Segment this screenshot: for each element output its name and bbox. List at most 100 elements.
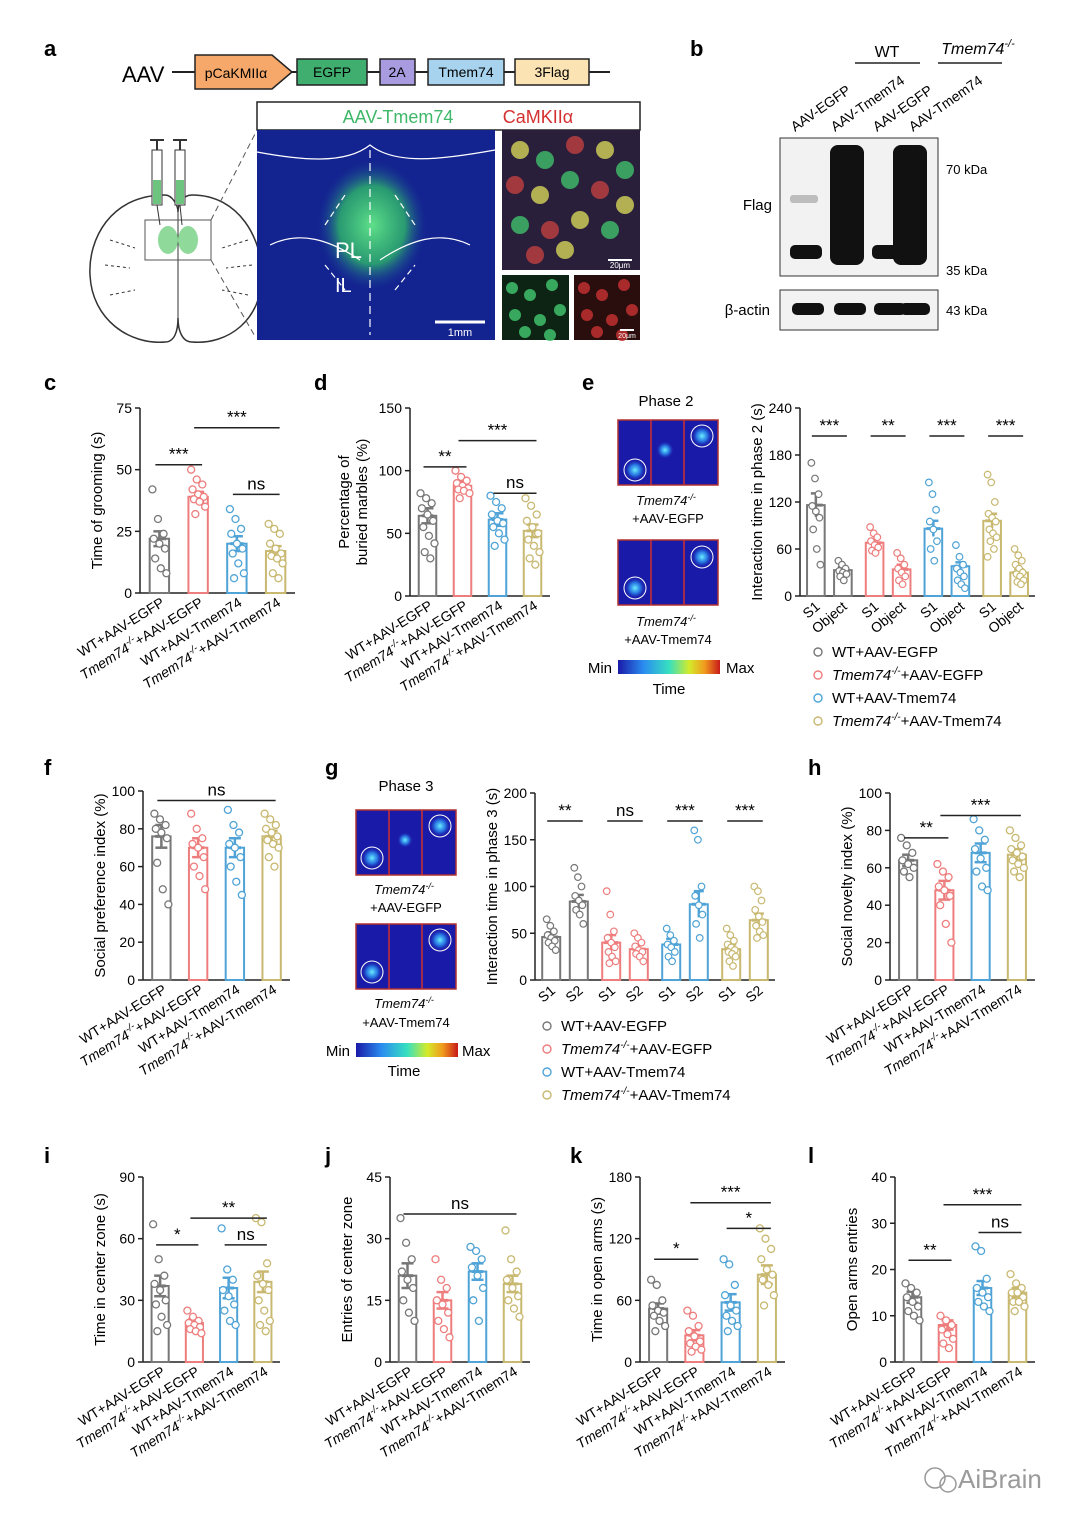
significance-label: *** <box>721 1183 741 1202</box>
data-point <box>815 513 824 522</box>
data-point <box>183 1306 192 1315</box>
data-point <box>730 1280 739 1290</box>
data-point <box>1005 826 1015 835</box>
data-point <box>149 534 158 543</box>
data-point <box>814 490 823 499</box>
data-point <box>1008 856 1017 865</box>
data-point <box>156 564 165 573</box>
data-point <box>893 549 902 557</box>
data-point <box>197 1329 206 1338</box>
data-point <box>236 853 245 862</box>
data-point <box>160 544 170 553</box>
y-tick-label: 30 <box>871 1215 887 1231</box>
y-tick-label: 150 <box>379 400 403 416</box>
data-point <box>909 1311 919 1320</box>
construct-tmem74 <box>427 58 505 86</box>
heatmap-phase2-caption-tmem: Tmem74-/- <box>636 613 696 629</box>
data-point <box>232 877 241 886</box>
data-point <box>610 943 619 952</box>
data-point <box>224 1292 233 1301</box>
data-point <box>719 1255 728 1264</box>
data-point <box>690 826 699 835</box>
data-point <box>690 1332 699 1341</box>
data-point <box>906 1283 916 1293</box>
data-point <box>443 1308 453 1317</box>
data-point <box>192 824 201 833</box>
data-point <box>896 833 906 843</box>
heatmap-phase3-caption-egfp: Tmem74-/- <box>374 881 434 897</box>
data-point <box>904 1306 913 1316</box>
data-point <box>465 489 474 498</box>
data-point <box>936 1311 945 1320</box>
y-tick-label: 180 <box>769 447 793 463</box>
data-point <box>901 572 910 581</box>
legend-marker <box>542 1021 552 1031</box>
data-point <box>986 537 995 546</box>
data-point <box>153 1327 162 1336</box>
data-point <box>694 835 702 844</box>
data-point <box>725 1260 734 1269</box>
heatmap-phase3-scale <box>356 1043 458 1057</box>
data-point <box>768 1270 777 1279</box>
data-point <box>408 1283 418 1293</box>
y-tick-label: 60 <box>616 1292 632 1308</box>
data-point <box>913 1302 923 1311</box>
panel-letter-a: a <box>44 36 57 61</box>
western-blot: WT Tmem74-/- AAV-EGFP AAV-Tmem74 AAV-EGF… <box>725 38 1015 331</box>
data-point <box>816 560 825 569</box>
y-tick-label: 60 <box>866 860 882 876</box>
y-tick-label: 50 <box>511 925 527 941</box>
legend-entry: Tmem74-/-+AAV-EGFP <box>832 666 983 684</box>
significance-label: ns <box>451 1194 469 1213</box>
data-point <box>445 1333 454 1342</box>
data-point <box>1006 1269 1015 1279</box>
data-point <box>972 1283 982 1293</box>
data-point <box>695 934 704 942</box>
merge-cell <box>601 221 619 239</box>
y-tick-label: 90 <box>119 1169 135 1185</box>
y-tick-label: 240 <box>769 400 793 416</box>
watermark: AiBrain <box>924 1464 1042 1494</box>
y-tick-label: 20 <box>866 935 882 951</box>
data-point <box>940 886 949 895</box>
data-point <box>431 1255 440 1264</box>
data-point <box>1007 844 1016 854</box>
data-point <box>223 805 233 815</box>
data-point <box>263 835 272 845</box>
legend-panel-e: WT+AAV-EGFP Tmem74-/-+AAV-EGFP WT+AAV-Tmem… <box>813 644 1002 730</box>
panel-letter-i: i <box>44 1143 50 1168</box>
data-point <box>151 554 160 563</box>
construct-label-3flag: 3Flag <box>534 64 569 80</box>
data-point <box>455 494 464 503</box>
red-cell <box>596 289 608 301</box>
region-label-il: IL <box>335 275 352 297</box>
data-point <box>399 1296 408 1305</box>
data-point <box>944 873 953 882</box>
data-point <box>193 843 203 852</box>
data-point <box>1009 867 1019 876</box>
data-point <box>579 920 588 928</box>
data-point <box>762 1265 772 1274</box>
data-point <box>151 1300 161 1309</box>
data-point <box>924 478 933 487</box>
merge-cell <box>531 186 549 204</box>
wb-marker-35: 35 kDa <box>946 263 988 278</box>
data-point <box>727 1316 737 1326</box>
data-point <box>271 820 280 830</box>
data-point <box>751 905 760 914</box>
data-point <box>928 490 937 499</box>
data-point <box>976 854 985 863</box>
data-point <box>230 1300 239 1309</box>
data-point <box>639 957 648 966</box>
data-point <box>257 1218 266 1227</box>
data-point <box>273 832 282 841</box>
data-point <box>757 1255 766 1264</box>
data-point <box>930 556 939 565</box>
data-point <box>697 882 706 891</box>
merge-cell <box>591 181 609 199</box>
